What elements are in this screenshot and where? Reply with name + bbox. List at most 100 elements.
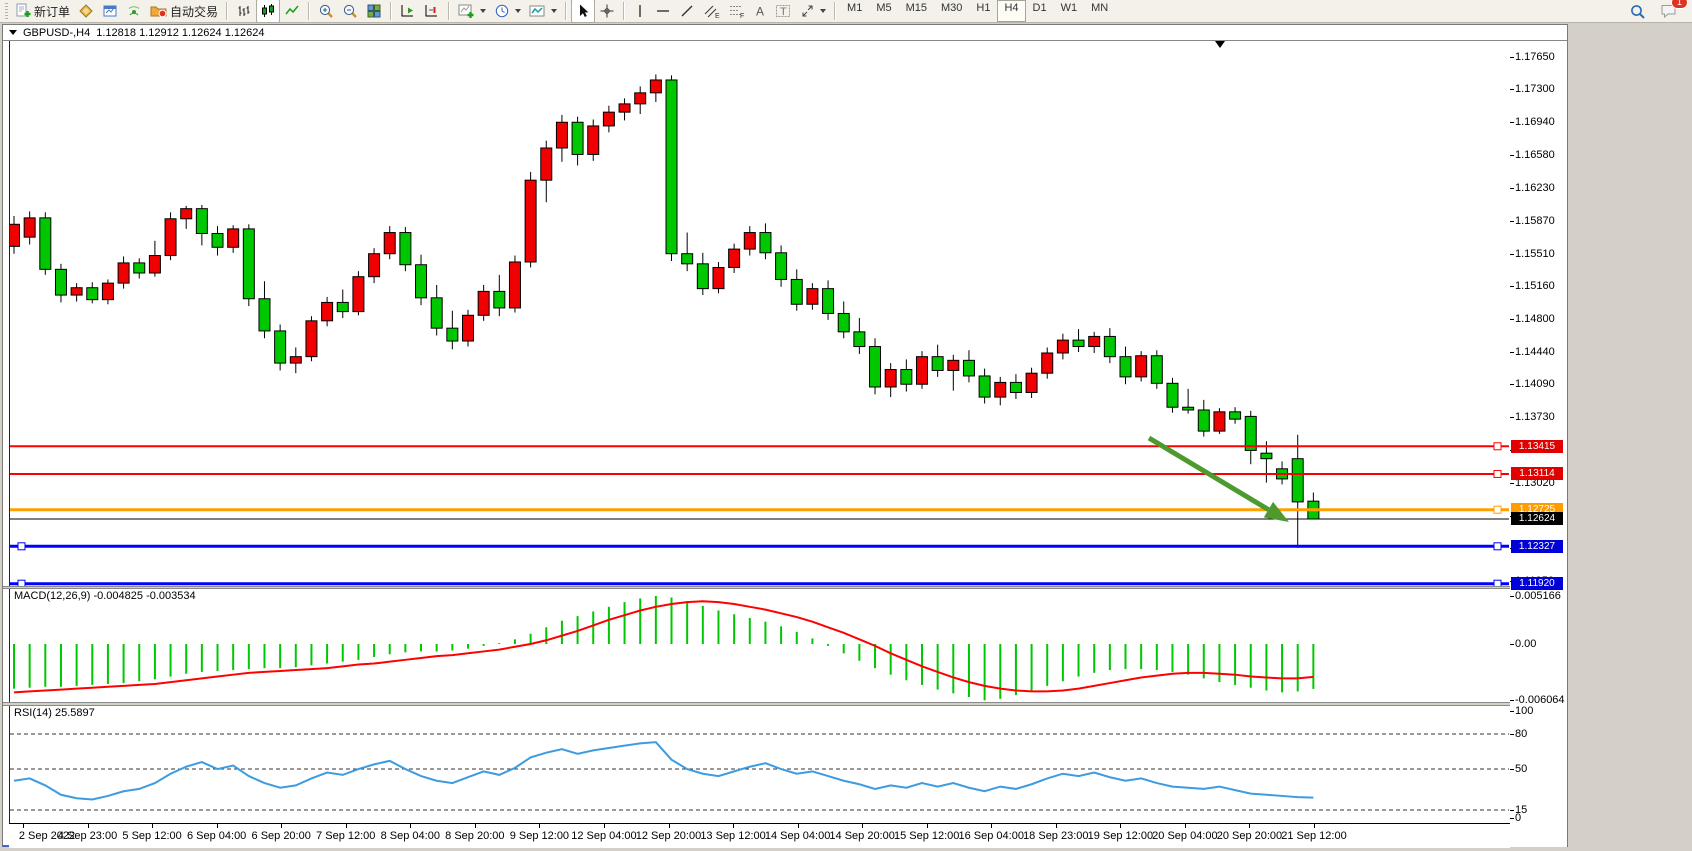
time-tick-label: 21 Sep 12:00: [1281, 830, 1347, 842]
time-tick-label: 14 Sep 04:00: [764, 830, 831, 842]
timeframe-button-d1[interactable]: D1: [1032, 2, 1047, 14]
panel-separator[interactable]: [3, 702, 1567, 706]
chart-shift-button[interactable]: [420, 0, 444, 23]
time-axis-tick: [281, 824, 283, 828]
timeframe-button-w1[interactable]: W1: [1060, 2, 1078, 14]
signals-button[interactable]: [122, 0, 146, 23]
candle: [86, 287, 99, 301]
line-handle[interactable]: [1493, 442, 1502, 451]
time-axis-tick: [216, 824, 218, 828]
candle: [352, 276, 365, 313]
cursor-tool-button[interactable]: [571, 0, 596, 23]
line-handle[interactable]: [1493, 469, 1502, 478]
toolbar-separator: [226, 2, 229, 20]
candle: [1135, 355, 1148, 378]
zoom-in-button[interactable]: [314, 0, 338, 23]
candle: [822, 288, 835, 314]
time-axis-tick: [1055, 824, 1057, 828]
fibonacci-icon: F: [730, 6, 744, 19]
search-icon: [1631, 4, 1645, 19]
candle: [1056, 339, 1069, 354]
templates-dropdown-caret[interactable]: [551, 9, 558, 13]
macd-tick-label: 0.00: [1515, 638, 1537, 650]
line-handle[interactable]: [17, 542, 26, 551]
templates-button[interactable]: [525, 0, 561, 23]
periods-button[interactable]: [490, 0, 525, 23]
periods-dropdown-caret[interactable]: [515, 9, 522, 13]
market-watch-button[interactable]: [98, 0, 122, 23]
price-axis[interactable]: 1.17650 1.17300 1.16940 1.16580 1.16230 1.158…: [1510, 41, 1567, 847]
chart-collapse-icon[interactable]: [9, 30, 17, 35]
line-handle[interactable]: [1493, 505, 1502, 514]
auto-trading-button[interactable]: 自动交易: [146, 0, 222, 23]
candle: [477, 290, 490, 316]
notifications-button[interactable]: 1: [1656, 0, 1688, 23]
candle: [195, 208, 208, 234]
trendline-tool-button[interactable]: [675, 0, 699, 23]
crosshair-tool-button[interactable]: [595, 0, 619, 23]
timeframe-button-m15[interactable]: M15: [905, 2, 927, 14]
timeframe-button-m1[interactable]: M1: [847, 2, 863, 14]
candle: [430, 297, 443, 329]
templates-icon: [529, 5, 545, 17]
trend-arrow-head[interactable]: [1263, 501, 1289, 522]
price-tick-label: 1.15870: [1515, 214, 1555, 227]
chart-titlebar[interactable]: GBPUSD-,H4 1.12818 1.12912 1.12624 1.126…: [3, 25, 1567, 41]
line-chart-button[interactable]: [280, 0, 304, 23]
equidistant-channel-tool-button[interactable]: E: [699, 0, 724, 23]
candle: [1072, 339, 1085, 348]
line-handle[interactable]: [17, 579, 26, 586]
toolbar-grip[interactable]: [5, 3, 8, 19]
line-handle[interactable]: [1493, 579, 1502, 586]
timeframe-button-m5[interactable]: M5: [876, 2, 892, 14]
cursor-icon: [580, 4, 589, 17]
price-chart-canvas[interactable]: [10, 41, 1509, 586]
candle: [1213, 411, 1226, 432]
chart-shift-icon: [425, 5, 438, 17]
candle: [602, 111, 615, 127]
fibonacci-tool-button[interactable]: F: [724, 0, 749, 23]
profiles-icon: [79, 4, 93, 18]
arrows-dropdown-caret[interactable]: [820, 9, 827, 13]
timeframe-button-h1[interactable]: H1: [976, 2, 991, 14]
arrows-tool-button[interactable]: [796, 0, 830, 23]
rsi-panel[interactable]: RSI(14) 25.5897: [9, 706, 1511, 823]
price-axis-tick: [1510, 417, 1514, 419]
price-chart-panel[interactable]: [9, 41, 1511, 586]
text-label-tool-button[interactable]: T: [771, 0, 796, 23]
time-tick-label: 19 Sep 12:00: [1087, 830, 1154, 842]
price-line-badge: 1.12624: [1511, 512, 1563, 526]
horizontal-line-tool-button[interactable]: [651, 0, 675, 23]
indicators-dropdown-caret[interactable]: [480, 9, 487, 13]
candle: [39, 217, 52, 270]
search-button[interactable]: [1625, 0, 1650, 23]
timeframe-button-m30[interactable]: M30: [941, 2, 963, 14]
bar-chart-button[interactable]: [232, 0, 256, 23]
candle: [1260, 452, 1273, 460]
tile-windows-button[interactable]: [362, 0, 386, 23]
zoom-out-button[interactable]: [338, 0, 362, 23]
time-marker-icon: [1215, 41, 1225, 48]
macd-panel[interactable]: MACD(12,26,9) -0.004825 -0.003534: [9, 589, 1511, 702]
candle: [587, 125, 600, 155]
market-watch-icon: [103, 5, 117, 17]
macd-axis-tick: [1510, 644, 1514, 645]
time-axis[interactable]: 2 Sep 2022 4 Sep 23:00 5 Sep 12:00 6 Sep 04…: [9, 823, 1510, 848]
text-tool-button[interactable]: A: [749, 0, 771, 23]
vertical-line-tool-button[interactable]: [629, 0, 651, 23]
timeframe-button-h4[interactable]: H4: [997, 0, 1026, 22]
candle: [1229, 411, 1242, 420]
macd-canvas[interactable]: [10, 589, 1509, 702]
new-order-button[interactable]: 新订单: [11, 0, 74, 23]
trend-arrow-annotation[interactable]: [1147, 435, 1270, 512]
line-handle[interactable]: [1493, 542, 1502, 551]
candlestick-chart-button[interactable]: [256, 0, 281, 23]
panel-separator[interactable]: [3, 586, 1567, 589]
price-tick-label: 1.16940: [1515, 116, 1555, 129]
timeframe-button-mn[interactable]: MN: [1091, 2, 1109, 14]
profiles-button[interactable]: [74, 0, 98, 23]
candle: [915, 356, 928, 385]
auto-scroll-button[interactable]: [396, 0, 420, 23]
indicators-button[interactable]: [454, 0, 490, 23]
rsi-canvas[interactable]: [10, 706, 1509, 823]
